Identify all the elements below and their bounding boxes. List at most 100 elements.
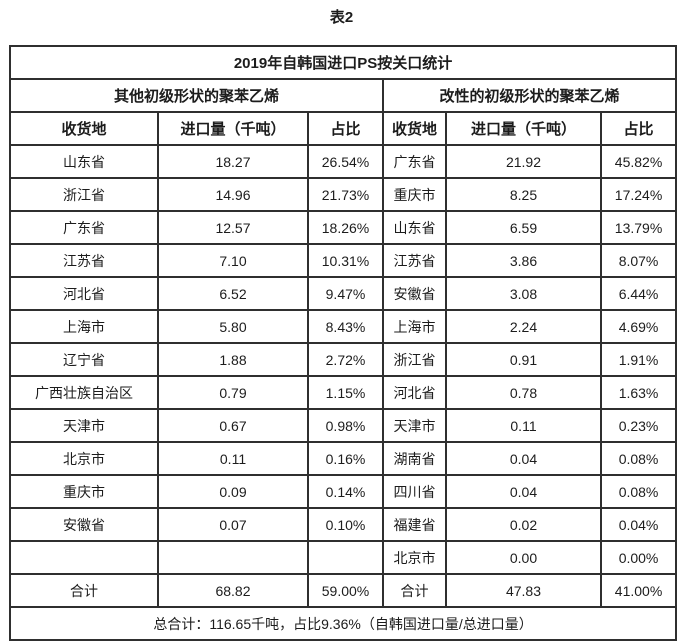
table-cell: 8.43% (307, 309, 384, 344)
table-row: 重庆市 0.09 0.14% 四川省 0.04 0.08% (9, 474, 678, 509)
table-cell: 1.88 (157, 342, 309, 377)
table-cell: 0.78 (445, 375, 602, 410)
table-cell: 四川省 (382, 474, 447, 509)
section-header-left: 其他初级形状的聚苯乙烯 (9, 78, 384, 113)
column-header-share-left: 占比 (307, 111, 384, 146)
table-cell: 重庆市 (382, 177, 447, 212)
table-cell: 6.59 (445, 210, 602, 245)
table-cell: 26.54% (307, 144, 384, 179)
table-cell: 18.26% (307, 210, 384, 245)
grand-total-row: 总合计：116.65千吨，占比9.36%（自韩国进口量/总进口量） (8, 606, 678, 641)
table-cell: 1.63% (599, 375, 678, 410)
table-cell: 0.91 (445, 342, 602, 377)
table-cell: 北京市 (9, 441, 159, 476)
grand-total-text: 总合计：116.65千吨，占比9.36%（自韩国进口量/总进口量） (8, 606, 678, 641)
table-cell: 山东省 (382, 210, 447, 245)
table-row: 广西壮族自治区 0.79 1.15% 河北省 0.78 1.63% (9, 375, 678, 410)
table-cell: 8.07% (599, 243, 678, 278)
table-cell: 0.07 (157, 507, 309, 542)
total-row: 合计 68.82 59.00% 合计 47.83 41.00% (9, 573, 678, 608)
total-label-left: 合计 (9, 573, 159, 608)
table-row: 安徽省 0.07 0.10% 福建省 0.02 0.04% (9, 507, 678, 542)
table-cell: 1.91% (599, 342, 678, 377)
table-cell (157, 540, 309, 575)
total-share-right: 41.00% (599, 573, 678, 608)
table-row: 上海市 5.80 8.43% 上海市 2.24 4.69% (9, 309, 678, 344)
column-header-destination-left: 收货地 (9, 111, 159, 146)
table-cell: 5.80 (157, 309, 309, 344)
table-cell: 9.47% (307, 276, 384, 311)
table-cell: 0.02 (445, 507, 602, 542)
table-cell: 6.52 (157, 276, 309, 311)
import-stats-table: 2019年自韩国进口PS按关口统计 其他初级形状的聚苯乙烯 改性的初级形状的聚苯… (8, 45, 678, 641)
table-cell: 17.24% (599, 177, 678, 212)
table-row: 辽宁省 1.88 2.72% 浙江省 0.91 1.91% (9, 342, 678, 377)
table-row: 北京市 0.00 0.00% (9, 540, 678, 575)
table-cell: 天津市 (9, 408, 159, 443)
table-row: 江苏省 7.10 10.31% 江苏省 3.86 8.07% (9, 243, 678, 278)
column-header-volume-left: 进口量（千吨） (157, 111, 309, 146)
section-header-row: 其他初级形状的聚苯乙烯 改性的初级形状的聚苯乙烯 (9, 78, 678, 113)
total-share-left: 59.00% (307, 573, 384, 608)
total-volume-left: 68.82 (157, 573, 309, 608)
table-title-row: 2019年自韩国进口PS按关口统计 (8, 45, 678, 80)
table-cell: 14.96 (157, 177, 309, 212)
table-caption: 表2 (329, 9, 354, 26)
table-cell: 8.25 (445, 177, 602, 212)
table-cell: 河北省 (9, 276, 159, 311)
table-cell: 1.15% (307, 375, 384, 410)
table-row: 广东省 12.57 18.26% 山东省 6.59 13.79% (9, 210, 678, 245)
table-cell: 0.04 (445, 441, 602, 476)
table-cell: 2.24 (445, 309, 602, 344)
table-cell: 21.73% (307, 177, 384, 212)
total-volume-right: 47.83 (445, 573, 602, 608)
table-cell: 广西壮族自治区 (9, 375, 159, 410)
table-cell: 0.98% (307, 408, 384, 443)
table-cell: 2.72% (307, 342, 384, 377)
table-cell: 45.82% (599, 144, 678, 179)
table-cell: 7.10 (157, 243, 309, 278)
table-cell: 0.04% (599, 507, 678, 542)
table-row: 浙江省 14.96 21.73% 重庆市 8.25 17.24% (9, 177, 678, 212)
table-row: 天津市 0.67 0.98% 天津市 0.11 0.23% (9, 408, 678, 443)
table-cell: 0.08% (599, 474, 678, 509)
table-cell (9, 540, 159, 575)
table-cell: 浙江省 (382, 342, 447, 377)
table-cell: 江苏省 (9, 243, 159, 278)
table-cell: 安徽省 (9, 507, 159, 542)
table-cell: 0.23% (599, 408, 678, 443)
table-cell: 0.00% (599, 540, 678, 575)
table-row: 河北省 6.52 9.47% 安徽省 3.08 6.44% (9, 276, 678, 311)
table-row: 北京市 0.11 0.16% 湖南省 0.04 0.08% (9, 441, 678, 476)
table-cell: 浙江省 (9, 177, 159, 212)
table-cell: 江苏省 (382, 243, 447, 278)
table-cell: 3.08 (445, 276, 602, 311)
column-header-share-right: 占比 (599, 111, 678, 146)
table-cell: 3.86 (445, 243, 602, 278)
table-cell: 18.27 (157, 144, 309, 179)
column-header-destination-right: 收货地 (382, 111, 447, 146)
table-cell: 安徽省 (382, 276, 447, 311)
table-cell: 21.92 (445, 144, 602, 179)
table-row: 山东省 18.27 26.54% 广东省 21.92 45.82% (9, 144, 678, 179)
table-cell: 天津市 (382, 408, 447, 443)
table-footer-section: 合计 68.82 59.00% 合计 47.83 41.00% 总合计：116.… (8, 573, 678, 641)
table-cell: 上海市 (382, 309, 447, 344)
table-cell: 0.11 (157, 441, 309, 476)
table-cell: 重庆市 (9, 474, 159, 509)
table-cell: 湖南省 (382, 441, 447, 476)
table-cell: 0.79 (157, 375, 309, 410)
table-cell: 0.09 (157, 474, 309, 509)
table-cell: 0.04 (445, 474, 602, 509)
table-cell: 广东省 (9, 210, 159, 245)
table-cell: 0.67 (157, 408, 309, 443)
table-cell (307, 540, 384, 575)
column-header-volume-right: 进口量（千吨） (445, 111, 602, 146)
total-label-right: 合计 (382, 573, 447, 608)
table-cell: 山东省 (9, 144, 159, 179)
table-cell: 上海市 (9, 309, 159, 344)
table-cell: 北京市 (382, 540, 447, 575)
table-cell: 13.79% (599, 210, 678, 245)
table-cell: 6.44% (599, 276, 678, 311)
table-cell: 0.08% (599, 441, 678, 476)
